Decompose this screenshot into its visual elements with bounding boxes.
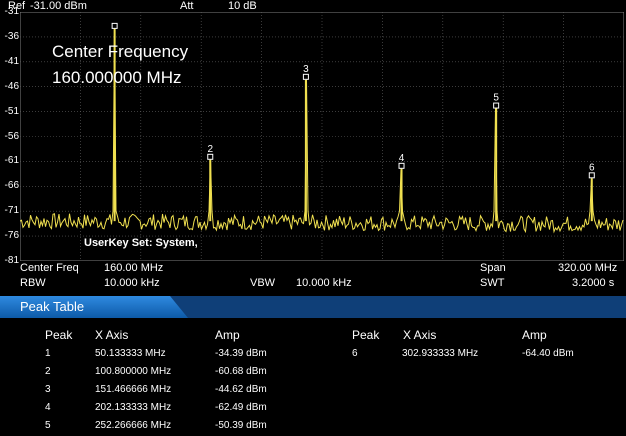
peak-row-6-x: 302.933333 MHz xyxy=(402,348,479,359)
peak-row-3-peak: 3 xyxy=(45,384,51,395)
y-tick-label: -31 xyxy=(4,6,19,17)
span-value: 320.00 MHz xyxy=(558,262,618,274)
vbw-label: VBW xyxy=(250,277,276,289)
peak-row-2-x: 100.800000 MHz xyxy=(95,366,172,377)
center-freq-label: Center Freq xyxy=(20,262,79,274)
peak-row-6-peak: 6 xyxy=(352,348,358,359)
status-panel: Center Freq 160.00 MHz Span 320.00 MHz R… xyxy=(0,262,626,294)
col-x-left: X Axis xyxy=(95,328,129,342)
y-tick-label: -71 xyxy=(4,205,19,217)
peak-row-3-amp: -44.62 dBm xyxy=(215,384,267,395)
peak-marker-1 xyxy=(111,22,118,29)
peak-row-5-x: 252.266666 MHz xyxy=(95,420,172,431)
peak-row-4-x: 202.133333 MHz xyxy=(95,402,172,413)
center-frequency-value: 160.000000 MHz xyxy=(52,68,182,87)
y-tick-label: -66 xyxy=(4,180,19,192)
peak-row-6-amp: -64.40 dBm xyxy=(522,348,574,359)
peak-marker-4 xyxy=(398,162,405,169)
y-tick-label: -46 xyxy=(4,80,19,92)
grid xyxy=(20,12,624,261)
vbw-value: 10.000 kHz xyxy=(296,277,352,289)
col-x-right: X Axis xyxy=(403,328,437,342)
peak-row-2-peak: 2 xyxy=(45,366,51,377)
spectrum-trace xyxy=(20,28,624,234)
center-freq-value: 160.00 MHz xyxy=(104,262,164,274)
col-amp-left: Amp xyxy=(215,328,240,342)
trace xyxy=(20,28,624,234)
swt-label: SWT xyxy=(480,277,505,289)
peak-marker-label-5: 5 xyxy=(493,93,499,104)
peak-row-1-peak: 1 xyxy=(45,348,51,359)
y-tick-label: -61 xyxy=(4,155,19,167)
ref-value: -31.00 dBm xyxy=(30,0,87,12)
span-label: Span xyxy=(480,262,506,274)
y-tick-label: -36 xyxy=(4,30,19,42)
rbw-value: 10.000 kHz xyxy=(104,277,160,289)
att-label: Att xyxy=(180,0,194,12)
swt-value: 3.2000 s xyxy=(572,277,615,289)
rbw-label: RBW xyxy=(20,277,46,289)
markers: 2 3 4 5 6 xyxy=(111,22,595,222)
y-tick-label: -51 xyxy=(4,105,19,117)
col-peak-left: Peak xyxy=(45,328,73,342)
peak-marker-label-6: 6 xyxy=(589,162,595,173)
peak-marker-5 xyxy=(493,102,500,109)
peak-row-5-amp: -50.39 dBm xyxy=(215,420,267,431)
y-tick-label: -56 xyxy=(4,130,19,142)
att-value: 10 dB xyxy=(228,0,257,12)
peak-marker-6 xyxy=(588,172,595,179)
y-tick-label: -76 xyxy=(4,230,19,242)
center-frequency-title: Center Frequency xyxy=(52,42,189,61)
y-tick-label: -41 xyxy=(4,55,19,67)
peak-marker-label-4: 4 xyxy=(399,153,405,164)
spectrum-plot[interactable]: 2 3 4 5 6 xyxy=(20,12,624,261)
peak-row-5-peak: 5 xyxy=(45,420,51,431)
peak-row-2-amp: -60.68 dBm xyxy=(215,366,267,377)
col-amp-right: Amp xyxy=(522,328,547,342)
peak-row-3-x: 151.466666 MHz xyxy=(95,384,172,395)
peak-table-title: Peak Table xyxy=(20,299,85,314)
peak-marker-label-2: 2 xyxy=(207,144,213,155)
peak-marker-3 xyxy=(302,73,309,80)
peak-row-1-amp: -34.39 dBm xyxy=(215,348,267,359)
col-peak-right: Peak xyxy=(352,328,380,342)
peak-table-tab[interactable] xyxy=(0,296,626,318)
peak-row-1-x: 50.133333 MHz xyxy=(95,348,166,359)
peak-row-4-peak: 4 xyxy=(45,402,51,413)
header-bar: Ref -31.00 dBm Att 10 dB xyxy=(0,0,626,12)
peak-marker-2 xyxy=(207,153,214,160)
y-tick-label: -81 xyxy=(4,255,19,266)
peak-row-4-amp: -62.49 dBm xyxy=(215,402,267,413)
ref-label: Ref xyxy=(8,0,26,12)
peak-marker-label-3: 3 xyxy=(303,64,309,75)
userkey-text: UserKey Set: System, xyxy=(84,237,198,249)
